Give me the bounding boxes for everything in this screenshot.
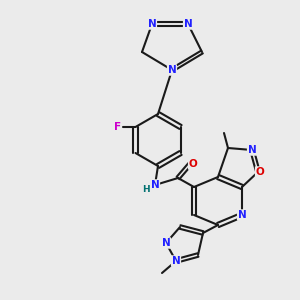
Text: N: N: [184, 19, 192, 29]
Text: O: O: [256, 167, 264, 177]
Text: N: N: [148, 19, 156, 29]
Text: N: N: [248, 145, 256, 155]
Text: N: N: [151, 180, 159, 190]
Text: N: N: [162, 238, 170, 248]
Text: N: N: [238, 210, 246, 220]
Text: F: F: [114, 122, 121, 132]
Text: O: O: [189, 159, 197, 169]
Text: N: N: [172, 256, 180, 266]
Text: H: H: [142, 185, 150, 194]
Text: N: N: [168, 65, 176, 75]
